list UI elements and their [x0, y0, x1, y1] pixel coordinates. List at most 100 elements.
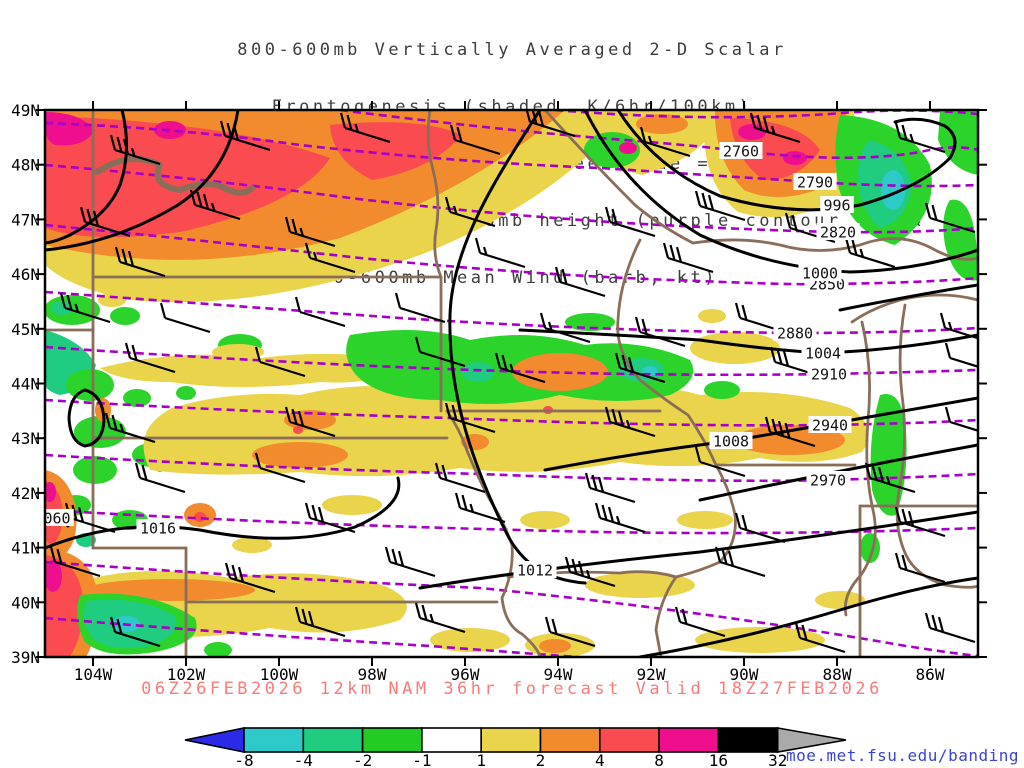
colorbar-tick-label: 16: [709, 751, 728, 768]
mslp-contour-label-box: [513, 561, 557, 578]
axis-ticks: [36, 101, 987, 666]
wind-barb: [394, 292, 446, 324]
lon-label: 92W: [637, 665, 666, 684]
colorbar-tick-label: 8: [654, 751, 664, 768]
title-line-1: 800-600mb Vertically Averaged 2-D Scalar: [237, 40, 787, 60]
colorbar-cell: [598, 727, 660, 753]
axis-labels: 49N 48N 47N 46N 45N 44N 43N 42N 41N 40N 39N 104W 102…: [11, 101, 945, 684]
height-contour-lines: [45, 110, 978, 657]
colorbar-tick-label: -8: [234, 751, 253, 768]
lat-label: 42N: [11, 484, 40, 503]
wind-barb: [494, 352, 546, 384]
wind-barb: [294, 606, 346, 638]
wind-barb: [79, 206, 131, 238]
colorbar-tick-label: 4: [595, 751, 605, 768]
wind-barb: [414, 602, 466, 634]
mslp-contour-label: 1016: [140, 520, 176, 538]
height-contour-label-box: [806, 471, 850, 488]
wind-barb: [219, 120, 271, 152]
mslp-contour-label-box: [136, 519, 180, 536]
height-contour-label: 2790: [797, 174, 833, 192]
wind-barb: [449, 124, 501, 156]
wind-barb: [924, 202, 976, 234]
contour-labels: 2760279028202850288029102940297099610001…: [40, 142, 860, 580]
wind-barb: [694, 446, 746, 478]
height-contour-label: 2940: [812, 417, 848, 435]
wind-barb: [474, 237, 526, 269]
wind-barb: [384, 546, 436, 578]
lon-label: 86W: [916, 665, 945, 684]
wind-barb: [604, 206, 656, 238]
colorbar-tick-label: 2: [536, 751, 546, 768]
wind-barb: [544, 616, 596, 648]
lon-label: 96W: [451, 665, 480, 684]
wind-barbs: [49, 110, 978, 654]
wind-barb: [414, 336, 466, 368]
wind-barb: [104, 412, 156, 444]
wind-barb: [59, 292, 111, 324]
height-contour-label-box: [793, 173, 837, 190]
lon-label: 94W: [544, 665, 573, 684]
wind-barb: [294, 296, 346, 328]
wind-barb: [604, 406, 656, 438]
mslp-contour-label: 1008: [713, 433, 749, 451]
mslp-contour-label: 1012: [517, 562, 553, 580]
mslp-contour-label: 1004: [805, 345, 841, 363]
mslp-contour-label: 996: [823, 197, 850, 215]
lat-label: 40N: [11, 593, 40, 612]
wind-barb: [444, 402, 496, 434]
wind-barb: [674, 606, 726, 638]
mslp-contour-label: 060: [43, 510, 70, 528]
colorbar-cell: [658, 727, 720, 753]
mslp-contour-label-box: [801, 344, 845, 361]
wind-barb: [594, 502, 646, 534]
colorbar-tick-label: -4: [294, 751, 313, 768]
height-contour-label: 2820: [820, 224, 856, 242]
lon-label: 90W: [730, 665, 759, 684]
credit-link[interactable]: moe.met.fsu.edu/banding: [785, 746, 1019, 765]
height-contour-label: 2880: [777, 325, 813, 343]
wind-barb: [284, 216, 336, 248]
height-contour-label-box: [808, 416, 852, 433]
colorbar-cell: [302, 727, 364, 753]
wind-barb: [694, 190, 746, 222]
wind-barb: [304, 242, 356, 274]
height-contour-label-box: [773, 324, 817, 341]
wind-barb: [894, 122, 946, 154]
lon-label: 104W: [74, 665, 113, 684]
height-contour-label: 2910: [811, 366, 847, 384]
wind-barb: [304, 502, 356, 534]
lon-label: 88W: [823, 665, 852, 684]
wind-barb: [159, 302, 211, 334]
mslp-contour-label-box: [709, 432, 753, 449]
wind-barb: [134, 462, 186, 494]
wind-barb: [864, 462, 916, 494]
lon-label: 98W: [358, 665, 387, 684]
wind-barb: [584, 472, 636, 504]
wind-barb: [894, 552, 946, 584]
wind-barb: [639, 126, 691, 158]
mslp-contour-label-box: [40, 509, 74, 526]
mslp-contour-label: 1000: [802, 265, 838, 283]
colorbar-arrow-left: [184, 727, 245, 753]
height-contour-label-box: [807, 365, 851, 382]
wind-barb: [49, 546, 101, 578]
lat-label: 45N: [11, 320, 40, 339]
colorbar-cell: [480, 727, 542, 753]
wind-barb: [714, 546, 766, 578]
mslp-contour-label-box: [798, 264, 842, 281]
wind-barb: [254, 346, 306, 378]
colorbar-tick-label: -1: [412, 751, 431, 768]
lat-label: 44N: [11, 375, 40, 394]
wind-barb: [769, 346, 821, 378]
wind-barb: [614, 352, 666, 384]
lon-label: 102W: [167, 665, 206, 684]
colorbar-cell: [243, 727, 305, 753]
lat-label: 49N: [11, 101, 40, 120]
wind-barb: [894, 506, 946, 538]
wind-barb: [254, 452, 306, 484]
wind-barb: [564, 556, 616, 588]
wind-barb: [189, 189, 241, 221]
wind-barb: [749, 112, 801, 144]
